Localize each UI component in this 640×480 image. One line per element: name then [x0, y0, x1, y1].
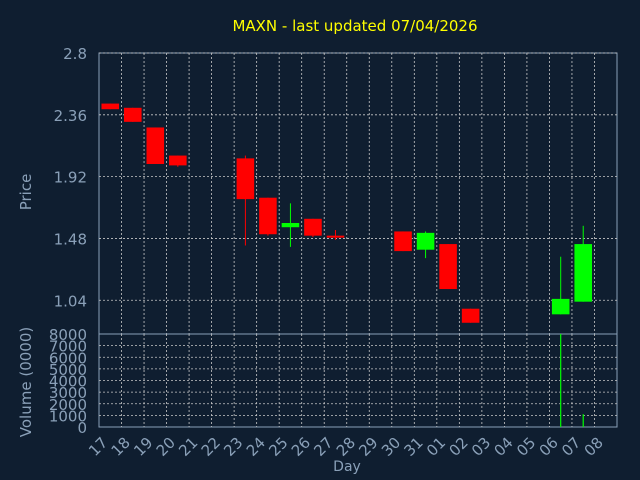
price-tick-label: 1.92: [54, 169, 87, 187]
candle-26: [304, 218, 322, 238]
candle-07: [574, 225, 593, 302]
candle-06: [551, 256, 570, 315]
candle-body: [101, 103, 120, 110]
x-tick-label: 08: [581, 434, 607, 460]
price-tick-label: 1.04: [54, 292, 87, 310]
price-panel: 2.8 2.36 1.92 1.48 1.04: [54, 45, 618, 335]
candle-body: [574, 244, 593, 302]
candle-17: [101, 103, 120, 110]
candle-body: [281, 223, 300, 228]
price-tick-label: 1.48: [54, 230, 87, 248]
volume-tick-label: 3000: [49, 384, 87, 402]
candle-body: [123, 107, 142, 122]
candle-body: [259, 197, 277, 235]
price-axis-label: Price: [17, 174, 35, 211]
volume-tick-label: 8000: [49, 326, 87, 344]
candle-body: [394, 231, 412, 252]
volume-tick-label: 0: [77, 419, 87, 437]
candle-24: [259, 197, 277, 236]
volume-plot-area: [98, 333, 618, 428]
candle-27: [326, 230, 345, 240]
volume-tick-label: 1000: [49, 407, 87, 425]
candle-body: [439, 244, 457, 290]
price-plot-area: [98, 52, 618, 335]
candle-31: [416, 231, 435, 259]
candle-20: [169, 155, 187, 167]
candle-body: [146, 127, 165, 164]
candle-01: [439, 244, 457, 290]
x-axis: 1718192021222324252627282930310102030405…: [85, 434, 607, 460]
candle-body: [236, 158, 255, 200]
candle-body: [169, 155, 187, 166]
candle-body: [304, 218, 322, 236]
volume-tick-label: 6000: [49, 349, 87, 367]
candle-25: [281, 203, 300, 247]
volume-tick-label: 2000: [49, 396, 87, 414]
candle-02: [461, 308, 480, 323]
x-axis-label: Day: [333, 459, 361, 475]
candle-18: [123, 107, 142, 122]
volume-tick-label: 4000: [49, 373, 87, 391]
candle-30: [394, 231, 412, 252]
candle-body: [461, 308, 480, 323]
candle-23: [236, 155, 255, 246]
candle-body: [416, 232, 435, 250]
candle-body: [551, 298, 570, 315]
candle-body: [326, 235, 345, 238]
price-tick-label: 2.8: [63, 45, 87, 63]
volume-tick-label: 7000: [49, 338, 87, 356]
chart-title: MAXN - last updated 07/04/2026: [232, 17, 477, 35]
volume-tick-label: 5000: [49, 361, 87, 379]
volume-axis-label: Volume (0000): [17, 327, 35, 437]
candle-19: [146, 127, 165, 164]
price-tick-label: 2.36: [54, 107, 87, 125]
